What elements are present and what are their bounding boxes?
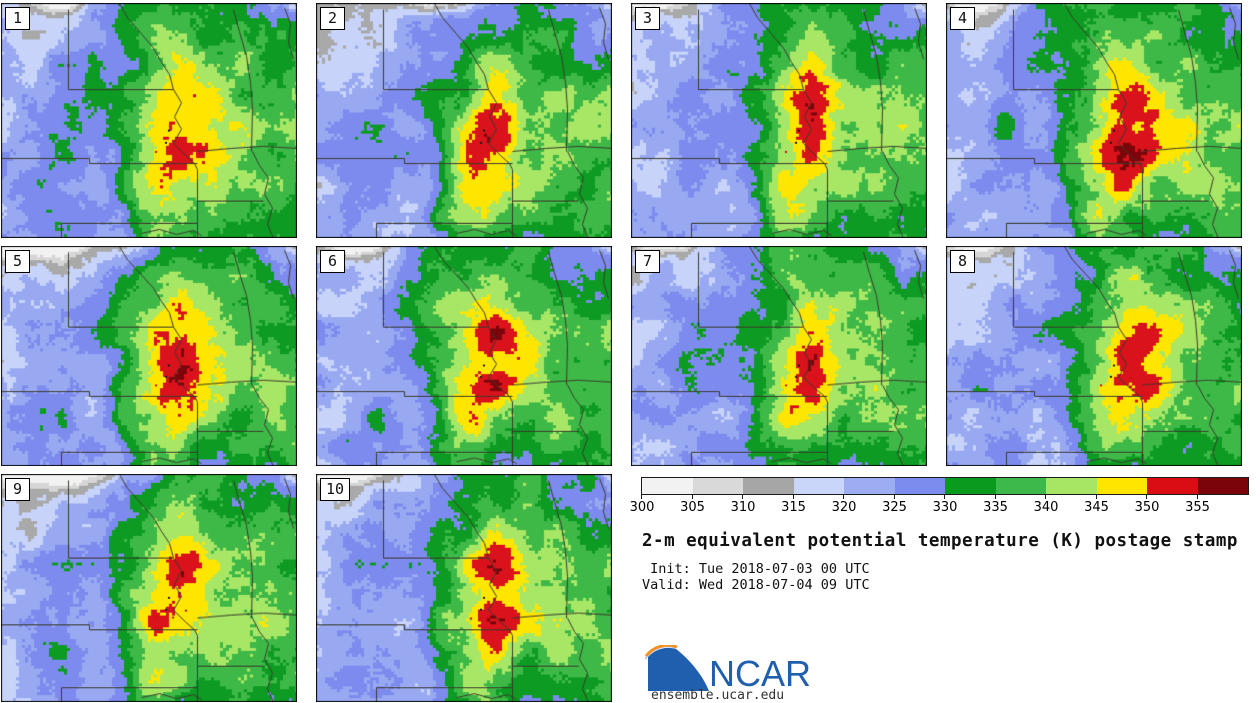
ensemble-member-panel-9: 9: [1, 474, 297, 702]
ensemble-member-panel-8: 8: [946, 246, 1242, 466]
ncar-logo-orange-arc: [645, 645, 678, 657]
ensemble-member-panel-2: 2: [316, 3, 612, 238]
colorbar-tick: [641, 494, 642, 499]
ensemble-member-panel-3: 3: [631, 3, 927, 238]
member-number-badge: 9: [5, 478, 30, 501]
ensemble-member-panel-5: 5: [1, 246, 297, 466]
colorbar-tick: [994, 494, 996, 499]
colorbar-segment-1: [692, 478, 743, 494]
colorbar-segment-3: [793, 478, 844, 494]
member-map-canvas: [1, 474, 297, 702]
colorbar-tick-label: 310: [730, 500, 756, 515]
member-number-badge: 7: [635, 250, 660, 273]
colorbar-tick: [742, 494, 743, 499]
colorbar-segment-4: [844, 478, 895, 494]
colorbar-tick: [1095, 494, 1097, 499]
colorbar: [641, 477, 1249, 495]
member-number-badge: 2: [320, 7, 345, 30]
member-map-canvas: [946, 246, 1242, 466]
colorbar-tick: [1146, 494, 1147, 499]
member-map-canvas: [1, 3, 297, 238]
colorbar-tick: [1045, 494, 1046, 499]
member-number-badge: 10: [320, 478, 351, 501]
site-url: ensemble.ucar.edu: [651, 688, 785, 703]
colorbar-segment-0: [642, 478, 693, 494]
member-map-canvas: [316, 246, 612, 466]
colorbar-tick: [893, 494, 895, 499]
plot-title: 2-m equivalent potential temperature (K)…: [642, 531, 1238, 551]
colorbar-tick-label: 345: [1084, 500, 1109, 515]
member-map-canvas: [631, 246, 927, 466]
colorbar-segment-8: [1046, 478, 1097, 494]
colorbar-segment-10: [1147, 478, 1198, 494]
ncar-logo: NCAR: [645, 645, 811, 692]
colorbar-tick: [691, 494, 693, 499]
valid-time-label: Valid: Wed 2018-07-04 09 UTC: [642, 577, 870, 593]
init-time-label: Init: Tue 2018-07-03 00 UTC: [642, 561, 870, 577]
colorbar-tick-label: 355: [1185, 500, 1210, 515]
colorbar-segment-11: [1197, 478, 1248, 494]
member-number-badge: 3: [635, 7, 660, 30]
colorbar-tick: [1196, 494, 1198, 499]
legend-info-block: 300 305 310 315 320 325 330 335 340 345 350 355 2-m…: [629, 470, 1260, 703]
member-map-canvas: [316, 3, 612, 238]
member-map-canvas: [1, 246, 297, 466]
member-map-canvas: [946, 3, 1242, 238]
ncar-logo-swoosh: [648, 647, 709, 691]
colorbar-segment-5: [894, 478, 945, 494]
colorbar-tick-label: 330: [932, 500, 958, 515]
colorbar-tick-label: 340: [1033, 500, 1059, 515]
member-number-badge: 5: [5, 250, 30, 273]
ensemble-member-panel-6: 6: [316, 246, 612, 466]
ensemble-member-panel-4: 4: [946, 3, 1242, 238]
colorbar-tick: [843, 494, 844, 499]
member-number-badge: 4: [950, 7, 975, 30]
member-map-canvas: [631, 3, 927, 238]
colorbar-tick: [792, 494, 794, 499]
member-number-badge: 6: [320, 250, 345, 273]
member-number-badge: 1: [5, 7, 30, 30]
ensemble-member-panel-7: 7: [631, 246, 927, 466]
ensemble-member-panel-1: 1: [1, 3, 297, 238]
colorbar-tick-label: 335: [983, 500, 1008, 515]
colorbar-tick-label: 320: [831, 500, 857, 515]
colorbar-tick-label: 325: [882, 500, 907, 515]
member-map-canvas: [316, 474, 612, 702]
colorbar-segment-7: [995, 478, 1046, 494]
ensemble-member-panel-10: 10: [316, 474, 612, 702]
colorbar-segment-2: [743, 478, 794, 494]
ncar-logo-text: NCAR: [709, 653, 811, 692]
colorbar-segment-9: [1096, 478, 1147, 494]
colorbar-segment-6: [945, 478, 996, 494]
colorbar-tick-label: 305: [680, 500, 705, 515]
colorbar-tick-label: 300: [629, 500, 655, 515]
colorbar-tick-label: 315: [781, 500, 806, 515]
member-number-badge: 8: [950, 250, 975, 273]
colorbar-tick: [944, 494, 945, 499]
colorbar-tick-label: 350: [1134, 500, 1160, 515]
